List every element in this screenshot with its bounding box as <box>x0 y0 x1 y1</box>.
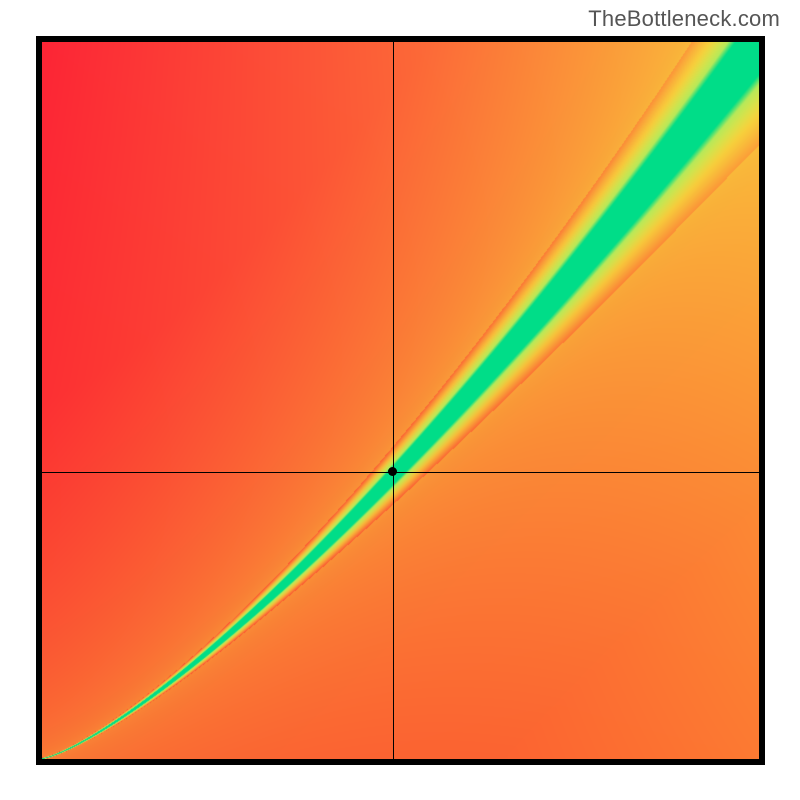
watermark-label: TheBottleneck.com <box>588 6 780 32</box>
plot-frame <box>36 36 765 765</box>
heatmap-canvas <box>42 42 759 759</box>
crosshair-vertical <box>393 42 394 759</box>
crosshair-horizontal <box>42 472 759 473</box>
chart-container: TheBottleneck.com <box>0 0 800 800</box>
